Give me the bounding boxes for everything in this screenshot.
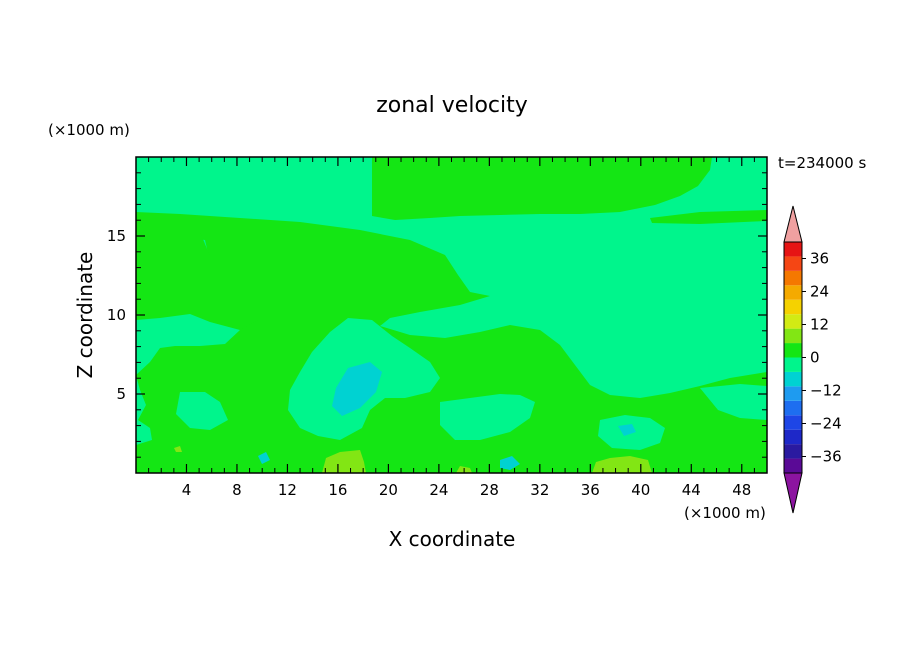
x-tick-label: 16 bbox=[328, 481, 347, 499]
colorbar-band bbox=[784, 270, 802, 286]
colorbar-label: 36 bbox=[810, 250, 829, 268]
colorbar-over-triangle bbox=[783, 205, 803, 243]
colorbar-under-triangle bbox=[783, 472, 803, 514]
colorbar-label: −24 bbox=[810, 415, 842, 433]
contour-neg-pocket-mid-right bbox=[590, 366, 628, 384]
colorbar-band bbox=[784, 458, 802, 473]
y-axis-label: Z coordinate bbox=[73, 252, 97, 379]
x-tick-label: 44 bbox=[682, 481, 701, 499]
contour-6-12-patch-b bbox=[592, 456, 652, 473]
x-tick-label: 32 bbox=[530, 481, 549, 499]
colorbar-band bbox=[784, 429, 802, 445]
colorbar-band bbox=[784, 242, 802, 257]
contour-0-6-right-strip bbox=[650, 210, 767, 224]
colorbar-band bbox=[784, 371, 802, 387]
x-tick-label: 20 bbox=[379, 481, 398, 499]
x-tick-label: 24 bbox=[429, 481, 448, 499]
contour-neg12-patch-small2 bbox=[500, 456, 520, 470]
contour-neg-pocket-right bbox=[440, 394, 535, 440]
colorbar-band bbox=[784, 285, 802, 300]
contour-6-12-patch-d bbox=[174, 446, 182, 452]
contour-0-6-upper-left bbox=[136, 222, 258, 330]
colorbar-label: 0 bbox=[810, 349, 820, 367]
chart-title: zonal velocity bbox=[376, 93, 528, 118]
colorbar-band bbox=[784, 328, 802, 344]
colorbar-band bbox=[784, 444, 802, 459]
contour-neg-pocket-far-right bbox=[700, 384, 767, 420]
x-tick-label: 4 bbox=[182, 481, 192, 499]
x-unit-label: (×1000 m) bbox=[684, 504, 766, 522]
y-tick-label: 5 bbox=[116, 385, 126, 403]
contour-neg12-patch-small1 bbox=[258, 452, 270, 464]
contour-6-12-patch-a bbox=[322, 450, 366, 473]
y-tick-label: 10 bbox=[107, 306, 126, 324]
contour-neg12-patch-small3 bbox=[618, 424, 636, 436]
colorbar-label: 12 bbox=[810, 316, 829, 334]
colorbar-label: 24 bbox=[810, 283, 829, 301]
contour-neg12-patch-center bbox=[332, 362, 382, 416]
y-axis-ticks: 5 10 15 bbox=[107, 172, 767, 458]
contour-neg-pocket-lowleft bbox=[176, 392, 228, 430]
x-tick-label: 28 bbox=[480, 481, 499, 499]
y-unit-label: (×1000 m) bbox=[48, 121, 130, 139]
x-tick-label: 48 bbox=[732, 481, 751, 499]
time-label: t=234000 s bbox=[778, 154, 866, 172]
colorbar-band bbox=[784, 256, 802, 271]
x-tick-label: 40 bbox=[631, 481, 650, 499]
colorbar: 36 24 12 0 −12 −24 −36 bbox=[783, 205, 842, 514]
x-tick-label: 12 bbox=[278, 481, 297, 499]
velocity-field bbox=[136, 157, 767, 473]
contour-0-6-top bbox=[372, 157, 712, 220]
x-tick-label: 8 bbox=[232, 481, 242, 499]
y-tick-label: 15 bbox=[107, 227, 126, 245]
x-tick-label: 36 bbox=[581, 481, 600, 499]
colorbar-band bbox=[784, 415, 802, 430]
colorbar-band bbox=[784, 386, 802, 401]
colorbar-band bbox=[784, 314, 802, 329]
x-axis-ticks: 4 8 12 16 20 24 28 32 36 40 44 48 bbox=[148, 157, 755, 499]
colorbar-label: −36 bbox=[810, 448, 842, 466]
colorbar-band bbox=[784, 299, 802, 315]
colorbar-band bbox=[784, 343, 802, 358]
colorbar-band bbox=[784, 400, 802, 416]
colorbar-band bbox=[784, 357, 802, 372]
x-axis-label: X coordinate bbox=[389, 527, 516, 551]
colorbar-label: −12 bbox=[810, 382, 842, 400]
